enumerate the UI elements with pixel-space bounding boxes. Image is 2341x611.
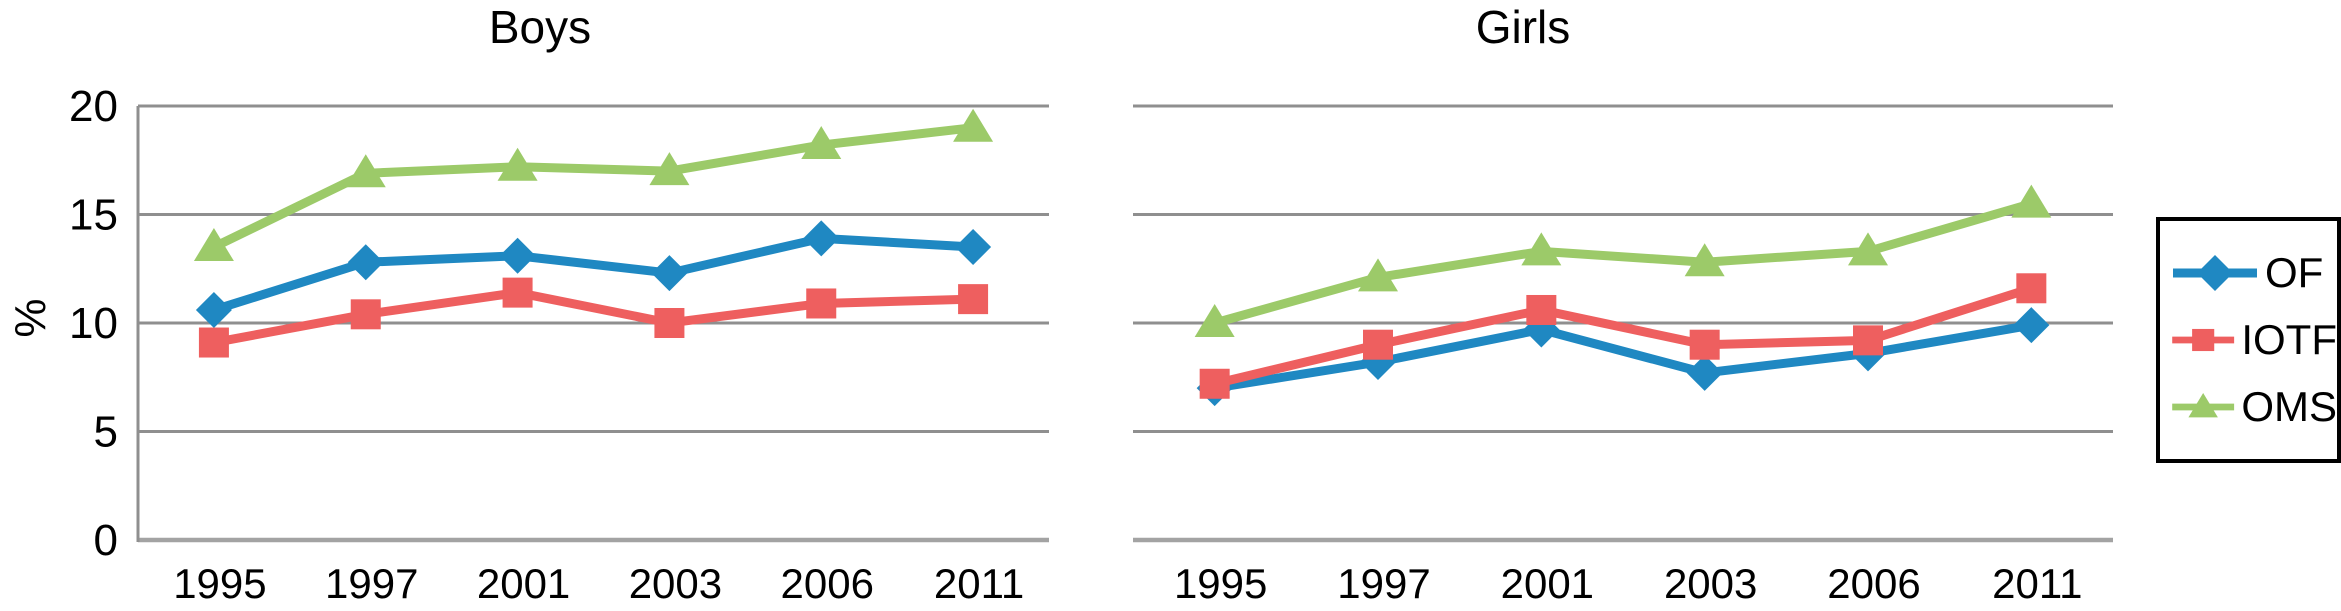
boys-iotf-line (213, 288, 974, 347)
boys-oms-line (211, 123, 974, 252)
girls-iotf-marker-2006 (1853, 325, 1883, 356)
x-tick-label: 2001 (477, 560, 570, 607)
x-tick-label: 2003 (1664, 560, 1757, 607)
boys-oms-marker-1997 (345, 154, 386, 188)
boys-iotf-marker-2001 (502, 277, 533, 308)
x-tick-label: 2003 (629, 560, 722, 607)
boys-iotf-marker-2006 (806, 288, 837, 319)
x-tick-label: 2011 (934, 560, 1024, 607)
boys-oms-marker-2011 (953, 108, 994, 142)
girls-oms-marker-2006 (1848, 232, 1888, 266)
boys-chart-title: Boys (488, 1, 592, 53)
girls-iotf-marker-2001 (1526, 294, 1557, 325)
x-tick-label: 2001 (1501, 560, 1594, 607)
boys-oms-marker-2006 (801, 126, 842, 160)
girls-iotf-line (1213, 283, 2033, 389)
boys-iotf-marker-2003 (654, 308, 685, 338)
boys-iotf-marker-1997 (350, 299, 381, 330)
boys-of-marker-1997 (347, 244, 384, 281)
girls-chart-title: Girls (1475, 1, 1571, 53)
boys-oms-marker-2001 (497, 147, 538, 181)
girls-iotf-marker-2011 (2016, 273, 2047, 304)
boys-of-marker-2003 (651, 255, 688, 292)
girls-of-line (1213, 320, 2033, 393)
boys-oms-marker-2003 (649, 152, 690, 186)
of-line-diamond-marker-icon (2173, 255, 2257, 291)
girls-oms-marker-1997 (1358, 258, 1398, 292)
boys-of-marker-2011 (955, 229, 992, 266)
boys-of-marker-1995 (195, 291, 232, 328)
y-tick-label: 10 (69, 299, 118, 348)
x-tick-label: 2011 (1992, 560, 2082, 607)
x-tick-label: 1995 (173, 560, 266, 607)
x-tick-label: 1997 (325, 560, 418, 607)
girls-oms-line (1213, 199, 2033, 328)
girls-iotf-marker-1995 (1199, 368, 1230, 399)
legend-iotf-marker (2192, 328, 2215, 352)
girls-of-marker-2003 (1686, 354, 1723, 391)
x-tick-label: 2006 (781, 560, 874, 607)
legend-item-oms: OMS (2170, 385, 2337, 429)
legend-of-marker (2197, 255, 2233, 291)
x-tick-label: 2006 (1827, 560, 1920, 607)
iotf-line-square-marker-icon (2172, 328, 2235, 352)
legend: OF IOTF OMS (2156, 217, 2341, 463)
boys-iotf-marker-2011 (958, 284, 989, 315)
x-tick-label: 1997 (1337, 560, 1430, 607)
girls-of-marker-2011 (2013, 307, 2050, 344)
boys-of-marker-2001 (499, 237, 536, 274)
legend-label-iotf: IOTF (2241, 316, 2337, 363)
legend-label-of: OF (2265, 249, 2324, 296)
y-tick-label: 20 (69, 82, 118, 131)
legend-item-of: OF (2170, 251, 2337, 295)
legend-item-iotf: IOTF (2170, 318, 2337, 362)
x-tick-label: 1995 (1174, 560, 1267, 607)
girls-oms-marker-1995 (1194, 304, 1235, 337)
girls-oms-marker-2001 (1521, 232, 1562, 266)
boys-iotf-marker-1995 (198, 327, 229, 358)
legend-oms-marker (2188, 392, 2218, 418)
legend-label-oms: OMS (2241, 383, 2337, 430)
girls-oms-marker-2011 (2011, 184, 2052, 218)
girls-iotf-marker-1997 (1363, 329, 1393, 360)
girls-oms-marker-2003 (1684, 243, 1725, 277)
y-tick-label: 5 (94, 408, 118, 457)
y-tick-label: 15 (69, 191, 118, 240)
girls-iotf-marker-2003 (1689, 329, 1720, 360)
y-tick-label: 0 (94, 516, 118, 565)
boys-of-marker-2006 (803, 220, 840, 257)
boys-oms-marker-1995 (193, 228, 234, 262)
boys-of-line (212, 233, 974, 315)
oms-line-triangle-marker-icon (2172, 392, 2235, 418)
